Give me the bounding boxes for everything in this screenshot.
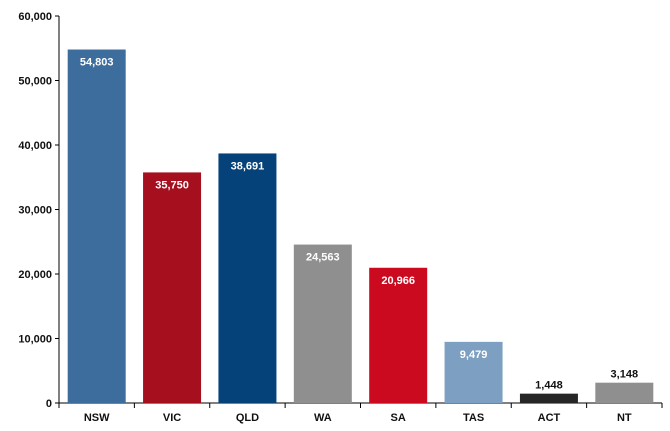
bars [67, 49, 654, 403]
bar-vic [143, 172, 202, 403]
x-tick-label: QLD [236, 412, 259, 424]
bar-wa [293, 244, 352, 403]
data-label: 9,479 [460, 349, 488, 361]
data-label: 20,966 [381, 275, 415, 287]
x-tick-label: TAS [463, 412, 484, 424]
data-label: 35,750 [155, 179, 189, 191]
y-tick-label: 0 [46, 398, 52, 410]
data-label: 54,803 [80, 57, 114, 69]
bar-nt [595, 382, 654, 403]
data-label: 38,691 [231, 160, 265, 172]
data-label: 3,148 [611, 369, 639, 381]
y-tick-label: 30,000 [18, 205, 52, 217]
bar-tas [444, 341, 503, 403]
x-tick-label: VIC [163, 412, 181, 424]
x-tick-label: NSW [84, 412, 110, 424]
y-tick-label: 20,000 [18, 269, 52, 281]
x-tick-label: WA [314, 412, 332, 424]
bar-sa [369, 267, 428, 403]
bar-nsw [67, 49, 126, 403]
y-tick-label: 10,000 [18, 334, 52, 346]
axes: 0 10,000 20,000 30,000 40,000 50,000 60,000 [18, 11, 663, 410]
data-label: 24,563 [306, 252, 340, 264]
bar-qld [218, 153, 277, 403]
x-tick-label: NT [617, 412, 632, 424]
labels: NSW 54,803 VIC 35,750 QLD 38,691 WA 24,563 SA 20,… [80, 57, 638, 424]
x-tick-label: ACT [538, 412, 561, 424]
y-tick-label: 50,000 [18, 76, 52, 88]
bar-act [519, 393, 578, 403]
data-label: 1,448 [535, 380, 563, 392]
x-tick-label: SA [391, 412, 406, 424]
y-tick-label: 60,000 [18, 11, 52, 23]
y-tick-label: 40,000 [18, 140, 52, 152]
